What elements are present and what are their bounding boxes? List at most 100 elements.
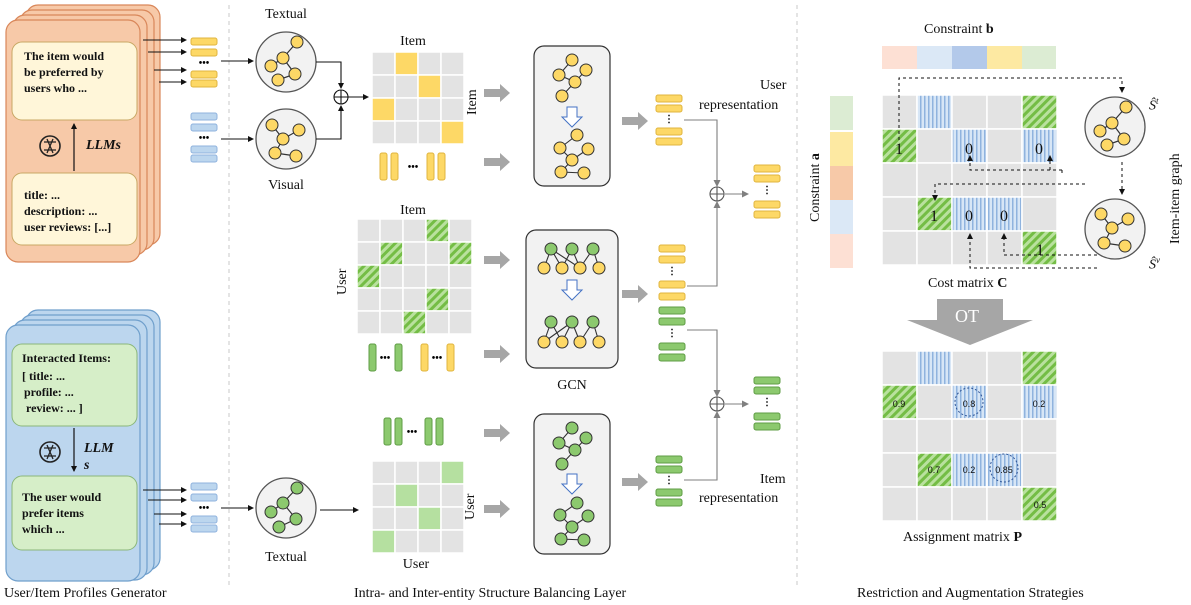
assign-cell [986,384,1023,420]
matrix-cell [448,241,473,266]
matrix-cell [394,97,419,122]
assign-cell [881,418,918,454]
module2-title: Intra- and Inter-entity Structure Balanc… [354,586,627,601]
item-representation-line-2: representation [699,491,779,506]
item-output-arrows [143,37,187,85]
ot-label: OT [955,306,979,326]
matrix-cell [371,51,396,76]
assign-value: 0.2 [962,465,976,475]
graph-st-icon [1084,96,1146,158]
graph-side-label: Item-item graph [1168,153,1183,244]
matrix-cell [417,51,442,76]
gcn-label: GCN [557,378,587,393]
assign-value: 0.85 [995,465,1013,475]
gcn-item-output: ⋮ [658,306,686,362]
item-llm-label: LLMs [86,138,121,153]
matrix-cell [379,218,404,243]
assign-cell [951,418,988,454]
cost-value: 0 [965,208,973,225]
item-representation-line-1: Item [760,472,786,487]
assign-cell [951,452,988,488]
item-input-box [11,172,138,246]
cost-cell [986,128,1023,164]
assign-cell [916,384,953,420]
matrix-cell [440,97,465,122]
assign-cell [916,418,953,454]
assign-cell [1021,486,1058,522]
final-user-representation: ⋮ [753,164,781,219]
item-embedding-bars-yellow: ••• [379,152,446,181]
item-input-line-1: title: ... [24,188,60,202]
assign-cell [881,384,918,420]
assign-cell [916,350,953,386]
gray-arrows [484,84,648,518]
matrix-cell [448,310,473,335]
assign-cell [881,486,918,522]
matrix-cell [440,51,465,76]
matrix-cell [425,310,450,335]
item-graph-conv-box [533,45,611,187]
cost-cell [916,230,953,266]
matrix-cell [394,460,419,485]
matrix-cell [356,218,381,243]
matrix-cell [425,287,450,312]
matrix-cell [440,483,465,508]
fusion-plus-icon [333,89,349,105]
visual-label: Visual [268,178,304,193]
cost-cell [881,94,918,130]
matrix-cell [440,529,465,554]
svg-text:•••: ••• [199,133,210,144]
item-matrix-side-label: Item [465,89,480,115]
cost-matrix [881,94,1058,266]
svg-text:⋮: ⋮ [664,114,674,125]
cost-cell [1021,196,1058,232]
matrix-cell [417,483,442,508]
bottom-matrix-bottom-label: User [402,557,430,572]
constraint-b-bar [882,46,1056,69]
llm-logo-icon [39,135,61,157]
svg-text:•••: ••• [408,162,419,173]
cost-matrix-label: Cost matrix C [928,276,1008,291]
matrix-cell [402,218,427,243]
assign-value: 0.9 [892,399,906,409]
svg-text:•••: ••• [380,353,391,364]
item-input-line-2: description: ... [24,204,98,218]
visual-item-graph [255,108,317,170]
svg-text:⋮: ⋮ [667,266,677,277]
cost-value: 0 [965,141,973,158]
llm-logo-icon [39,441,61,463]
user-representation-line-2: representation [699,98,779,113]
constraint-a-bar [830,96,853,268]
assign-value: 0.8 [962,399,976,409]
matrix-cell [440,74,465,99]
matrix-cell [417,97,442,122]
user-item-matrix [356,218,473,335]
cost-cell [881,196,918,232]
matrix-cell [425,218,450,243]
cost-cell [881,162,918,198]
cost-cell [881,230,918,266]
item-profile-stack [5,4,161,263]
matrix-cell [417,529,442,554]
user-graph-conv-box [533,413,611,555]
textual-label: Textual [265,7,307,22]
item-text-embedding: ••• [190,37,218,88]
user-llm-label-2: s [84,458,90,473]
matrix-cell [356,241,381,266]
bottom-matrix-side-label: User [463,493,478,520]
cost-cell [986,196,1023,232]
user-matrix-top-label: Item [400,203,426,218]
matrix-cell [417,460,442,485]
user-fusion-plus-icon [709,186,725,202]
textual-item-graph [255,31,317,93]
matrix-cell [417,506,442,531]
matrix-cell [371,529,396,554]
assign-cell [951,350,988,386]
svg-text:⋮: ⋮ [664,475,674,486]
matrix-cell [417,74,442,99]
item-prompt-box [11,41,138,121]
cost-cell [951,94,988,130]
assign-cell [1021,452,1058,488]
svg-text:⋮: ⋮ [667,328,677,339]
